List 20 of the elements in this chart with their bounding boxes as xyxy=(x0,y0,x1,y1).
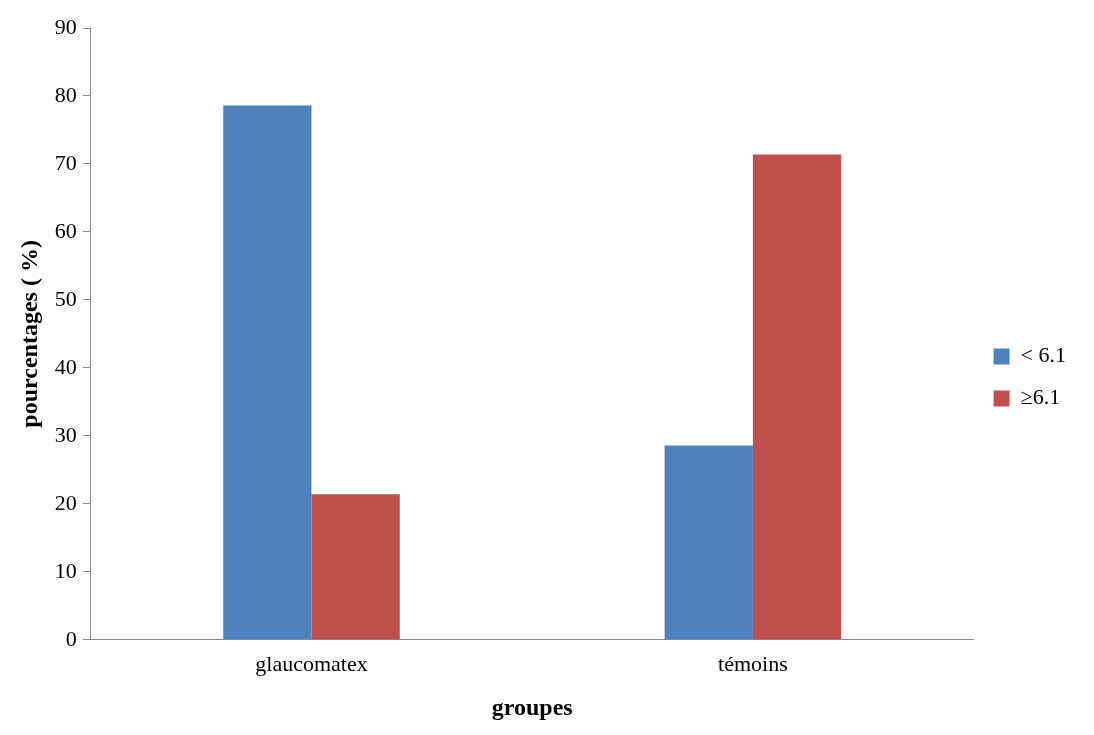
legend-label: ≥6.1 xyxy=(1020,384,1061,410)
x-tick-label: glaucomatex xyxy=(255,650,368,676)
y-tick-label: 0 xyxy=(65,625,77,651)
y-tick-label: 30 xyxy=(54,421,77,447)
bar xyxy=(223,105,312,640)
y-axis-title: pourcentages ( %) xyxy=(15,240,42,428)
y-tick-label: 70 xyxy=(54,149,77,175)
y-tick-label: 40 xyxy=(54,353,77,379)
x-tick-label: témoins xyxy=(718,650,788,676)
bar xyxy=(752,154,842,640)
y-tick-label: 10 xyxy=(54,557,77,583)
y-tick-label: 80 xyxy=(54,81,77,107)
x-axis-title: groupes xyxy=(491,693,573,720)
bar xyxy=(664,445,753,640)
bar xyxy=(311,494,400,640)
legend-label: < 6.1 xyxy=(1020,342,1067,368)
y-tick-label: 50 xyxy=(54,285,77,311)
y-tick-label: 60 xyxy=(54,217,77,243)
y-tick-label: 20 xyxy=(54,489,77,515)
y-tick-label: 90 xyxy=(54,13,77,39)
